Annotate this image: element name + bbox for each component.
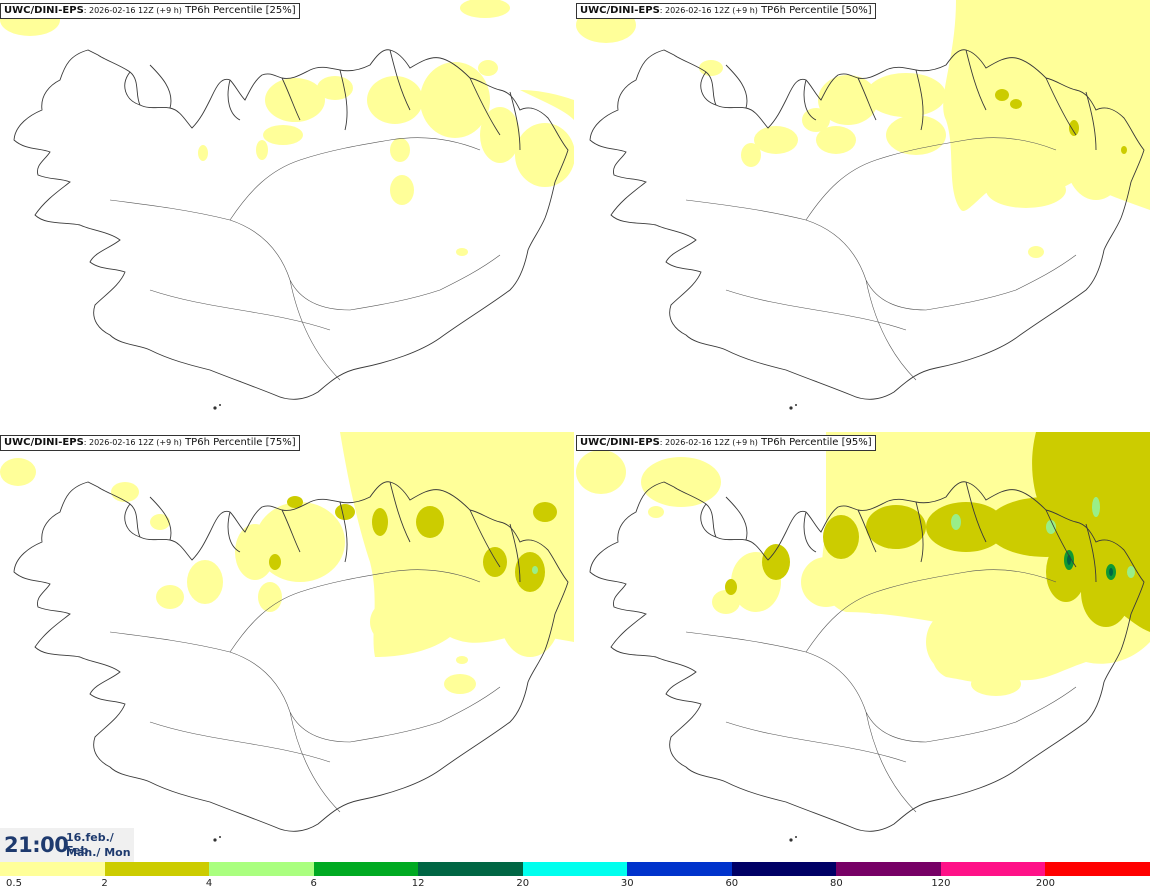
colorbar-swatch (522, 862, 629, 876)
panel-product: TP6h Percentile [95%] (757, 437, 872, 448)
precip-map-75 (0, 432, 574, 843)
colorbar-swatch (104, 862, 211, 876)
precip-light-areas (576, 0, 1150, 258)
panel-model: UWC/DINI-EPS (580, 437, 660, 448)
colorbar-swatch (313, 862, 420, 876)
panel-product: TP6h Percentile [25%] (181, 5, 296, 16)
precip-light-areas (0, 0, 574, 256)
colorbar-tick-label: 6 (310, 878, 317, 889)
precip-colorbar: 0.5 2 4 6 12 20 30 60 80 120 200 (0, 862, 1150, 891)
precip-mid-areas (269, 496, 557, 592)
panel-title: UWC/DINI-EPS: 2026-02-16 12Z (+9 h) TP6h… (0, 435, 300, 451)
panel-product: TP6h Percentile [75%] (181, 437, 296, 448)
valid-date: 16.feb./ Feb (66, 831, 114, 857)
map-panel-25: UWC/DINI-EPS: 2026-02-16 12Z (+9 h) TP6h… (0, 0, 574, 432)
panel-run: : 2026-02-16 12Z (+9 h) (83, 438, 182, 447)
panel-run: : 2026-02-16 12Z (+9 h) (83, 6, 182, 15)
valid-time: 21:00 (4, 833, 69, 857)
colorbar-tick-label: 30 (620, 878, 634, 889)
colorbar-tick-label: 2 (101, 878, 108, 889)
colorbar-tick-label: 4 (205, 878, 213, 889)
precip-map-50 (576, 0, 1150, 411)
panel-model: UWC/DINI-EPS (4, 437, 84, 448)
panel-model: UWC/DINI-EPS (580, 5, 660, 16)
precip-map-25 (0, 0, 574, 411)
map-panel-50: UWC/DINI-EPS: 2026-02-16 12Z (+9 h) TP6h… (576, 0, 1150, 432)
precip-mid-areas (995, 89, 1127, 154)
colorbar-swatch (0, 862, 106, 876)
panel-title: UWC/DINI-EPS: 2026-02-16 12Z (+9 h) TP6h… (576, 3, 876, 19)
panel-title: UWC/DINI-EPS: 2026-02-16 12Z (+9 h) TP6h… (0, 3, 300, 19)
colorbar-tick-label: 20 (516, 878, 530, 889)
colorbar-tick-label: 60 (725, 878, 739, 889)
map-panel-95: UWC/DINI-EPS: 2026-02-16 12Z (+9 h) TP6h… (576, 432, 1150, 864)
colorbar-swatch (627, 862, 733, 876)
panel-model: UWC/DINI-EPS (4, 5, 84, 16)
panel-run: : 2026-02-16 12Z (+9 h) (659, 6, 758, 15)
colorbar-swatch (418, 862, 524, 876)
precip-green-areas (532, 566, 538, 574)
colorbar-swatch (1045, 862, 1150, 876)
colorbar-tick-label: 120 (931, 878, 951, 889)
precip-map-95 (576, 432, 1150, 843)
map-panel-75: UWC/DINI-EPS: 2026-02-16 12Z (+9 h) TP6h… (0, 432, 574, 864)
colorbar-tick-label: 200 (1035, 878, 1055, 889)
colorbar-tick-label: 12 (411, 878, 425, 889)
valid-time-box: 21:00 16.feb./ Feb Mán./ Mon (0, 828, 134, 862)
colorbar-swatch (940, 862, 1047, 876)
precip-green-areas (951, 497, 1135, 580)
colorbar-swatch (209, 862, 315, 876)
colorbar-tick-label: 80 (829, 878, 843, 889)
valid-weekday: Mán./ Mon (66, 846, 131, 859)
panel-title: UWC/DINI-EPS: 2026-02-16 12Z (+9 h) TP6h… (576, 435, 876, 451)
colorbar-swatch (836, 862, 942, 876)
colorbar-swatch (731, 862, 838, 876)
colorbar-tick-label: 0.5 (6, 878, 22, 889)
panel-run: : 2026-02-16 12Z (+9 h) (659, 438, 758, 447)
panel-product: TP6h Percentile [50%] (757, 5, 872, 16)
precip-mid-areas (725, 432, 1150, 632)
